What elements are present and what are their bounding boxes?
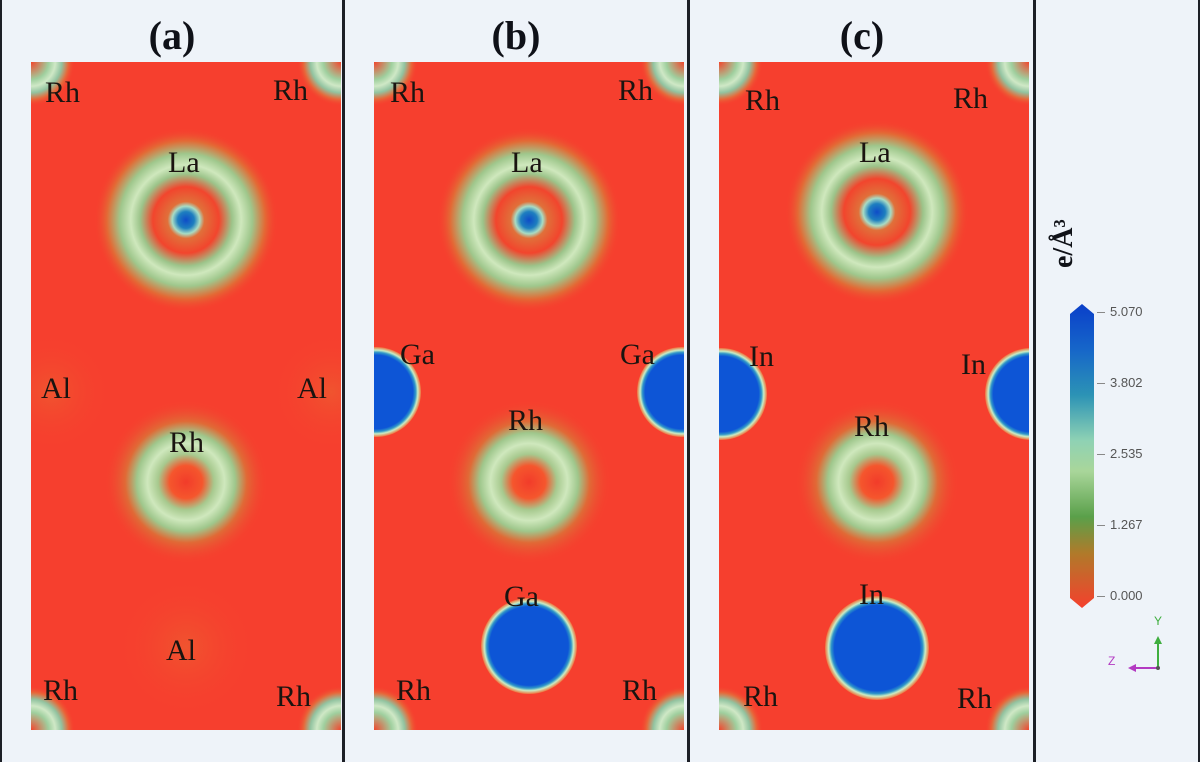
colorbar-tick <box>1097 596 1105 597</box>
atom-label-corner: Rh <box>390 76 426 109</box>
atom-label-center: Rh <box>508 404 544 437</box>
atom-label-corner: Rh <box>273 74 309 107</box>
atom-label-side-right: Ga <box>620 338 655 371</box>
z-axis-label: Z <box>1108 654 1116 668</box>
charge-density-map-a: Rh Rh La Al Al Rh Al Rh Rh <box>31 62 341 730</box>
atom-label-center: Rh <box>169 426 205 459</box>
atom-label-side-right: Al <box>297 372 327 405</box>
panel-divider <box>342 0 345 762</box>
atom-label-top: La <box>168 146 200 179</box>
panel-divider <box>687 0 690 762</box>
atom-label-corner: Rh <box>622 674 658 707</box>
colorbar-tick-label: 3.802 <box>1110 375 1143 390</box>
colorbar-tick-label: 0.000 <box>1110 588 1143 603</box>
axes-orientation-icon: Y Z <box>1102 612 1172 676</box>
panel-divider <box>1033 0 1036 762</box>
colorbar-tick <box>1097 383 1105 384</box>
atom-label-top: La <box>859 136 891 169</box>
atom-label-center: Rh <box>854 410 890 443</box>
atom-label-side-left: In <box>749 340 774 373</box>
density-contours-b <box>374 62 684 730</box>
atom-label-side-right: In <box>961 348 986 381</box>
colorbar-tick <box>1097 525 1105 526</box>
atom-label-corner: Rh <box>957 682 993 715</box>
panel-c-title: (c) <box>839 13 885 58</box>
atom-label-corner: Rh <box>43 674 79 707</box>
colorbar-tick <box>1097 454 1105 455</box>
atom-label-corner: Rh <box>953 82 989 115</box>
colorbar-tick-label: 2.535 <box>1110 446 1143 461</box>
panel-b-title: (b) <box>491 13 541 58</box>
colorbar-tick-label: 5.070 <box>1110 304 1143 319</box>
density-contours-c <box>719 62 1029 730</box>
charge-density-map-b: Rh Rh La Ga Ga Rh Ga Rh Rh <box>374 62 684 730</box>
atom-label-corner: Rh <box>396 674 432 707</box>
panel-a-title: (a) <box>148 13 196 58</box>
atom-label-corner: Rh <box>745 84 781 117</box>
charge-density-map-c: Rh Rh La In In Rh In Rh Rh <box>719 62 1029 730</box>
density-contours-a <box>31 62 341 730</box>
y-axis-label: Y <box>1154 614 1163 628</box>
atom-label-side-left: Ga <box>400 338 435 371</box>
colorbar-tick <box>1097 312 1105 313</box>
atom-label-corner: Rh <box>276 680 312 713</box>
colorbar-unit-label: e/Å³ <box>1048 219 1079 268</box>
atom-label-bottom: Ga <box>504 580 539 613</box>
atom-label-top: La <box>511 146 543 179</box>
atom-label-bottom: In <box>859 578 884 611</box>
atom-label-corner: Rh <box>743 680 779 713</box>
atom-label-corner: Rh <box>618 74 654 107</box>
colorbar-tick-label: 1.267 <box>1110 517 1143 532</box>
colorbar <box>1070 304 1094 608</box>
atom-label-bottom: Al <box>166 634 196 667</box>
atom-label-corner: Rh <box>45 76 81 109</box>
atom-label-side-left: Al <box>41 372 71 405</box>
